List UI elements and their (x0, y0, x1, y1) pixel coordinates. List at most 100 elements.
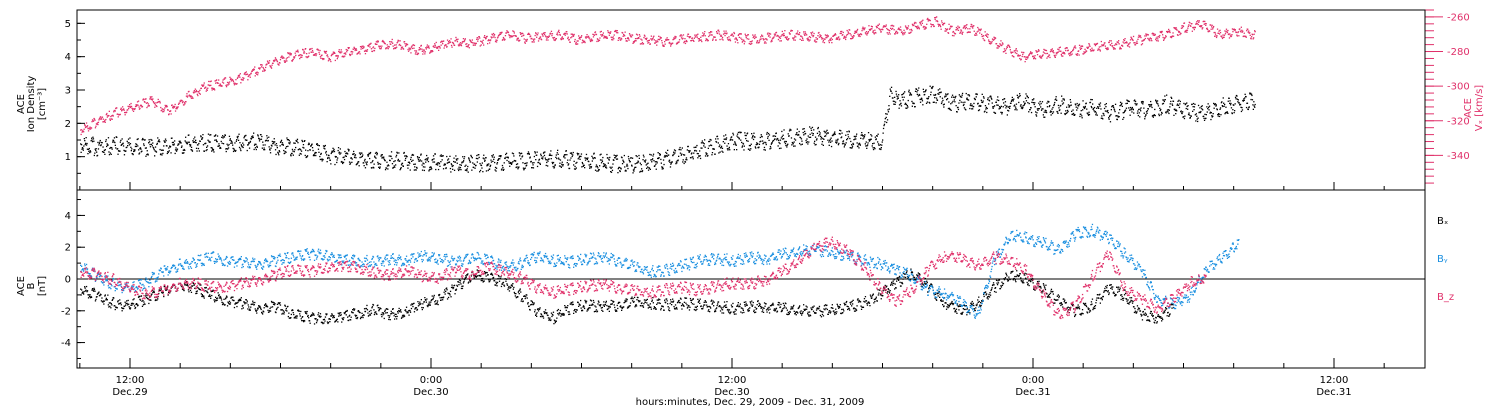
density-point (740, 139, 742, 141)
density-point (363, 162, 365, 164)
velocity-point (993, 36, 995, 38)
density-point (763, 146, 766, 149)
density-point (815, 143, 817, 146)
density-point (1098, 107, 1100, 109)
density-point (210, 134, 212, 136)
density-point (876, 135, 878, 137)
density-point (284, 152, 286, 154)
velocity-point (94, 127, 97, 129)
velocity-point (551, 33, 554, 35)
density-point (502, 169, 504, 171)
velocity-point (404, 43, 406, 45)
density-point (253, 148, 255, 151)
density-point (1050, 114, 1052, 116)
density-point (567, 164, 569, 166)
velocity-point (1071, 51, 1073, 53)
velocity-point (259, 68, 261, 70)
density-point (465, 169, 467, 171)
velocity-point (89, 128, 92, 130)
density-point (116, 136, 118, 138)
density-point (1052, 111, 1055, 113)
velocity-point (1242, 30, 1244, 32)
density-point (670, 163, 672, 165)
velocity-point (368, 43, 371, 45)
velocity-point (791, 30, 793, 32)
density-point (741, 145, 744, 147)
velocity-point (458, 43, 461, 45)
density-point (413, 163, 415, 165)
velocity-point (718, 31, 720, 33)
velocity-point (120, 107, 122, 109)
density-point (524, 162, 526, 165)
velocity-point (298, 54, 300, 56)
velocity-point (137, 100, 140, 102)
velocity-point (1240, 26, 1242, 28)
density-point (159, 153, 162, 156)
velocity-point (541, 34, 544, 36)
density-point (1239, 103, 1242, 106)
density-point (536, 165, 539, 168)
density-point (1140, 101, 1143, 103)
density-point (745, 137, 747, 140)
velocity-point (605, 35, 607, 38)
velocity-point (1174, 28, 1177, 30)
velocity-point (808, 40, 810, 42)
density-point (137, 138, 139, 140)
velocity-point (521, 35, 523, 37)
density-point (470, 156, 473, 158)
density-point (720, 146, 722, 149)
velocity-point (1148, 38, 1150, 40)
density-point (1082, 100, 1084, 102)
density-point (599, 154, 601, 156)
density-point (237, 139, 240, 141)
density-point (236, 136, 238, 138)
density-point (607, 162, 609, 164)
velocity-point (1153, 33, 1155, 35)
velocity-point (517, 37, 519, 39)
velocity-point (108, 115, 110, 117)
velocity-point (1140, 36, 1142, 39)
velocity-point (966, 24, 968, 26)
density-point (1063, 99, 1065, 101)
density-point (951, 96, 953, 98)
density-point (989, 96, 991, 98)
density-point (444, 164, 446, 166)
density-point (969, 107, 971, 110)
density-point (279, 151, 281, 153)
density-point (362, 154, 364, 156)
density-point (1215, 104, 1217, 106)
velocity-point (426, 46, 428, 48)
density-point (386, 161, 388, 163)
velocity-point (843, 37, 845, 39)
density-point (1053, 104, 1055, 107)
density-point (629, 160, 631, 163)
velocity-point (1100, 45, 1102, 48)
density-point (360, 156, 362, 158)
density-point (976, 93, 978, 96)
density-point (980, 99, 982, 101)
density-point (551, 154, 553, 157)
velocity-point (741, 38, 743, 41)
velocity-point (760, 38, 762, 40)
density-point (343, 158, 346, 161)
density-point (611, 166, 613, 168)
density-point (573, 160, 575, 162)
density-point (484, 160, 486, 162)
density-point (268, 136, 270, 138)
velocity-point (984, 31, 986, 33)
density-point (1159, 107, 1161, 109)
velocity-point (1093, 49, 1095, 51)
density-point (863, 137, 865, 139)
velocity-point (963, 26, 965, 28)
top-right-tick-label: -300 (1447, 82, 1470, 93)
density-point (481, 162, 483, 164)
density-point (290, 155, 292, 157)
density-point (409, 162, 411, 164)
density-point (451, 165, 453, 168)
density-point (753, 132, 755, 134)
velocity-point (278, 64, 280, 66)
velocity-point (173, 106, 175, 109)
velocity-point (1226, 30, 1228, 32)
density-point (1254, 103, 1256, 106)
density-point (1202, 109, 1204, 111)
